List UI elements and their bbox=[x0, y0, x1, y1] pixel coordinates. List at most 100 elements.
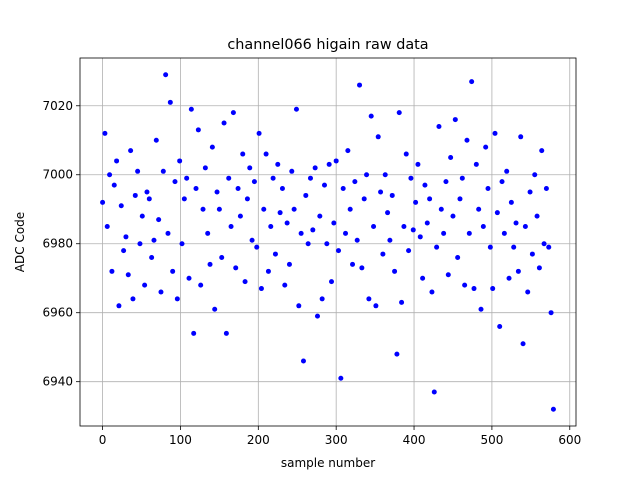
point bbox=[352, 179, 358, 185]
point bbox=[284, 220, 290, 226]
point bbox=[473, 161, 479, 167]
point bbox=[438, 206, 444, 212]
point bbox=[513, 220, 519, 226]
point bbox=[480, 223, 486, 229]
x-tick-label: 500 bbox=[480, 433, 503, 447]
point bbox=[144, 189, 150, 195]
point bbox=[539, 148, 545, 154]
point bbox=[441, 230, 447, 236]
point bbox=[434, 244, 440, 250]
point bbox=[455, 255, 461, 261]
point bbox=[214, 189, 220, 195]
x-tick-label: 0 bbox=[99, 433, 107, 447]
point bbox=[314, 313, 320, 319]
point bbox=[207, 261, 213, 267]
point bbox=[394, 351, 400, 357]
point bbox=[331, 220, 337, 226]
point bbox=[487, 244, 493, 250]
point bbox=[408, 175, 414, 181]
point bbox=[450, 213, 456, 219]
point bbox=[399, 299, 405, 305]
point bbox=[130, 296, 136, 302]
point bbox=[371, 223, 377, 229]
point bbox=[198, 282, 204, 288]
point bbox=[445, 272, 451, 278]
point bbox=[193, 186, 199, 192]
point bbox=[422, 182, 428, 188]
point bbox=[392, 268, 398, 274]
point bbox=[149, 255, 155, 261]
point bbox=[499, 179, 505, 185]
point bbox=[111, 182, 117, 188]
point bbox=[401, 223, 407, 229]
y-tick-label: 6980 bbox=[42, 237, 73, 251]
point bbox=[520, 341, 526, 347]
point bbox=[550, 406, 556, 412]
point bbox=[282, 282, 288, 288]
point bbox=[382, 172, 388, 178]
point bbox=[289, 168, 295, 174]
point bbox=[118, 203, 124, 209]
point bbox=[548, 310, 554, 316]
point bbox=[501, 230, 507, 236]
point bbox=[296, 303, 302, 309]
point bbox=[153, 137, 159, 143]
point bbox=[249, 237, 255, 243]
point bbox=[385, 210, 391, 216]
point bbox=[443, 179, 449, 185]
point bbox=[417, 234, 423, 240]
point bbox=[532, 172, 538, 178]
point bbox=[476, 206, 482, 212]
point bbox=[300, 358, 306, 364]
grid bbox=[80, 58, 576, 426]
point bbox=[506, 275, 512, 281]
point bbox=[420, 275, 426, 281]
point bbox=[310, 227, 316, 233]
point bbox=[350, 261, 356, 267]
y-tick-label: 7000 bbox=[42, 168, 73, 182]
point bbox=[137, 241, 143, 247]
point bbox=[343, 230, 349, 236]
point bbox=[457, 196, 463, 202]
point bbox=[373, 303, 379, 309]
x-tick-label: 100 bbox=[169, 433, 192, 447]
points bbox=[100, 72, 556, 412]
point bbox=[235, 186, 241, 192]
point bbox=[462, 282, 468, 288]
point bbox=[471, 286, 477, 292]
x-tick-label: 600 bbox=[558, 433, 581, 447]
point bbox=[354, 237, 360, 243]
point bbox=[128, 148, 134, 154]
point bbox=[319, 296, 325, 302]
point bbox=[511, 244, 517, 250]
point bbox=[170, 268, 176, 274]
point bbox=[209, 144, 215, 150]
point bbox=[338, 375, 344, 381]
point bbox=[265, 268, 271, 274]
point bbox=[186, 275, 192, 281]
point bbox=[415, 161, 421, 167]
point bbox=[270, 175, 276, 181]
point bbox=[291, 206, 297, 212]
point bbox=[104, 223, 110, 229]
point bbox=[279, 186, 285, 192]
point bbox=[242, 279, 248, 285]
point bbox=[223, 330, 229, 336]
point bbox=[389, 192, 395, 198]
point bbox=[436, 123, 442, 129]
point bbox=[251, 179, 257, 185]
point bbox=[413, 199, 419, 205]
point bbox=[410, 227, 416, 233]
point bbox=[298, 230, 304, 236]
point bbox=[205, 230, 211, 236]
point bbox=[172, 179, 178, 185]
point bbox=[375, 134, 381, 140]
point bbox=[102, 130, 108, 136]
point bbox=[268, 223, 274, 229]
point bbox=[464, 137, 470, 143]
y-tick-label: 7020 bbox=[42, 99, 73, 113]
point bbox=[359, 265, 365, 271]
point bbox=[184, 175, 190, 181]
point bbox=[219, 255, 225, 261]
